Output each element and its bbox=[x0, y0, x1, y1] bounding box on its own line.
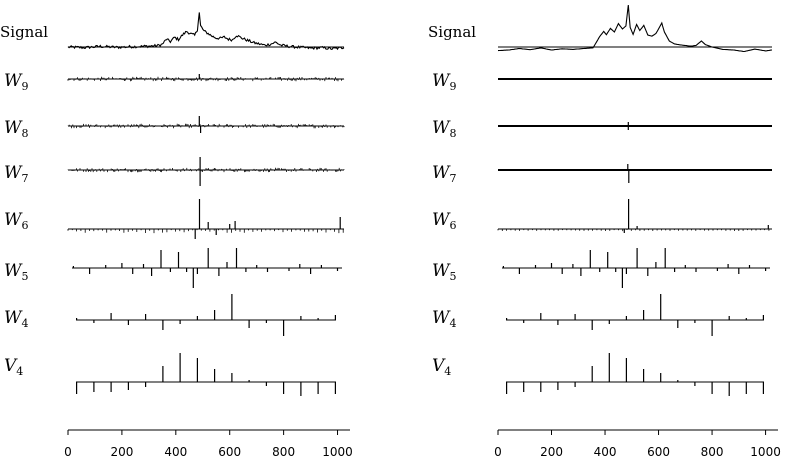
detail-noise bbox=[67, 229, 344, 234]
row-label-v4: V4 bbox=[432, 356, 451, 378]
x-tick-label: 0 bbox=[494, 445, 502, 459]
row-label-w5: W5 bbox=[432, 261, 456, 283]
detail-noise bbox=[67, 167, 345, 173]
detail-noise bbox=[67, 123, 345, 129]
row-label-signal: Signal bbox=[428, 23, 476, 41]
row-w4 bbox=[506, 294, 765, 336]
row-v4 bbox=[506, 353, 765, 396]
row-w5 bbox=[72, 248, 342, 288]
x-tick-label: 1000 bbox=[322, 445, 353, 459]
row-label-w7: W7 bbox=[432, 163, 456, 185]
row-label-w9: W9 bbox=[4, 71, 28, 93]
row-w5 bbox=[502, 248, 770, 288]
row-label-w8: W8 bbox=[4, 118, 28, 140]
row-w7 bbox=[498, 164, 772, 183]
x-tick-label: 0 bbox=[64, 445, 72, 459]
x-tick-label: 600 bbox=[218, 445, 241, 459]
row-w7 bbox=[67, 157, 345, 186]
signal-line bbox=[497, 4, 773, 53]
row-w6 bbox=[67, 199, 344, 239]
x-axis: 0 200 400 600 800 1000 bbox=[494, 429, 781, 459]
detail-noise bbox=[497, 229, 770, 232]
row-label-w4: W4 bbox=[4, 308, 28, 330]
row-label-w6: W6 bbox=[432, 210, 456, 232]
row-w4 bbox=[75, 294, 336, 336]
row-label-signal: Signal bbox=[0, 23, 48, 41]
row-w8 bbox=[67, 116, 345, 133]
row-label-v4: V4 bbox=[4, 356, 23, 378]
row-label-w8: W8 bbox=[432, 118, 456, 140]
x-tick-label: 800 bbox=[701, 445, 724, 459]
row-label-w7: W7 bbox=[4, 163, 28, 185]
x-tick-label: 200 bbox=[110, 445, 133, 459]
row-w6 bbox=[497, 199, 772, 233]
left-panel: Signal W9 W8 W7 W6 W5 W4 V4 0 200 400 600 800 1000 bbox=[0, 12, 353, 459]
row-label-w5: W5 bbox=[4, 261, 28, 283]
row-signal bbox=[497, 4, 773, 53]
row-label-w4: W4 bbox=[432, 308, 456, 330]
x-tick-label: 400 bbox=[164, 445, 187, 459]
x-tick-label: 1000 bbox=[750, 445, 781, 459]
x-tick-label: 200 bbox=[540, 445, 563, 459]
row-label-w6: W6 bbox=[4, 210, 28, 232]
row-w9 bbox=[67, 74, 345, 82]
x-tick-label: 800 bbox=[272, 445, 295, 459]
x-tick-label: 400 bbox=[594, 445, 617, 459]
row-w8 bbox=[498, 122, 772, 130]
right-panel: Signal W9 W8 W7 W6 W5 W4 V4 0 200 400 600 800 1000 bbox=[428, 4, 781, 459]
signal-line bbox=[67, 12, 345, 51]
row-label-w9: W9 bbox=[432, 71, 456, 93]
row-v4 bbox=[75, 353, 336, 396]
x-axis: 0 200 400 600 800 1000 bbox=[64, 429, 353, 459]
detail-noise bbox=[67, 76, 345, 82]
row-signal bbox=[67, 12, 345, 51]
x-tick-label: 600 bbox=[647, 445, 670, 459]
